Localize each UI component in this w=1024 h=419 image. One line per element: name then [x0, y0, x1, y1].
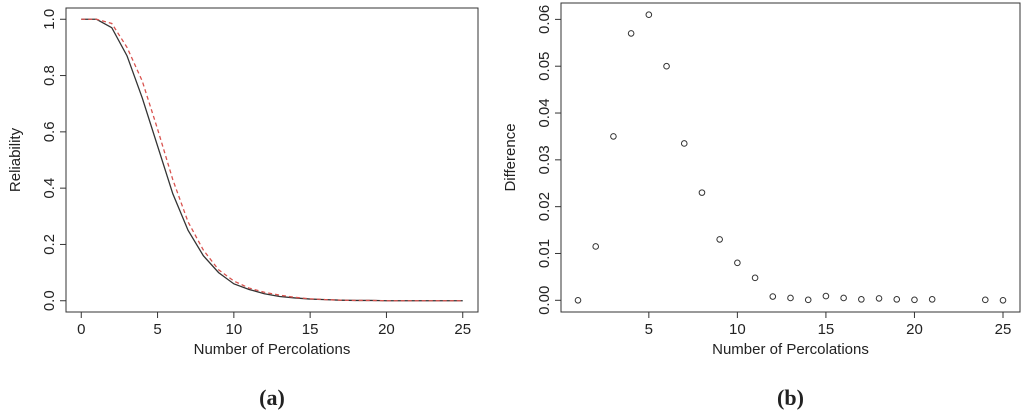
point: [875, 295, 883, 302]
x-tick-label: 15: [818, 321, 835, 338]
point: [734, 259, 741, 267]
y-tick-label: 0.0: [41, 290, 58, 311]
point: [716, 236, 723, 243]
y-tick-label: 0.06: [536, 5, 553, 34]
y-tick-label: 0.02: [536, 192, 553, 221]
point: [858, 296, 865, 303]
x-tick-label: 25: [995, 321, 1012, 338]
plot-frame: [560, 2, 1021, 313]
y-axis-label: Reliability: [7, 127, 24, 192]
point: [751, 274, 759, 282]
y-axis-label: Difference: [502, 123, 519, 191]
x-tick-label: 20: [378, 321, 395, 338]
point: [787, 294, 794, 302]
y-tick-label: 0.03: [536, 145, 553, 174]
series-line: [81, 18, 463, 302]
point: [645, 11, 653, 19]
point: [840, 294, 847, 302]
x-tick-label: 5: [153, 321, 161, 338]
x-tick-label: 0: [77, 321, 85, 338]
y-tick-label: 0.01: [536, 239, 553, 268]
point: [999, 296, 1007, 304]
point: [769, 293, 777, 300]
point: [822, 292, 830, 300]
y-tick-label: 0.4: [41, 178, 58, 199]
caption: (b): [777, 385, 804, 410]
point: [663, 62, 670, 70]
point: [627, 30, 635, 37]
x-axis-label: Number of Percolations: [712, 341, 869, 358]
point: [893, 296, 901, 303]
y-tick-label: 0.04: [536, 98, 553, 127]
x-tick-label: 20: [906, 321, 923, 338]
x-tick-label: 25: [454, 321, 471, 338]
plot-frame: [65, 7, 479, 313]
point: [698, 189, 706, 196]
y-tick-label: 0.8: [41, 65, 58, 86]
series-line: [81, 18, 463, 302]
y-tick-label: 0.00: [536, 286, 553, 315]
point: [592, 243, 600, 250]
point: [610, 133, 617, 140]
point: [981, 296, 989, 304]
y-tick-label: 0.2: [41, 234, 58, 255]
point: [574, 296, 582, 304]
point: [804, 296, 812, 304]
x-tick-label: 5: [645, 321, 653, 338]
point: [911, 296, 918, 304]
x-tick-label: 10: [226, 321, 243, 338]
x-axis-label: Number of Percolations: [194, 341, 351, 358]
caption: (a): [259, 385, 285, 410]
x-tick-label: 10: [729, 321, 746, 338]
y-tick-label: 0.6: [41, 121, 58, 142]
point: [680, 140, 688, 147]
y-tick-label: 0.05: [536, 52, 553, 81]
point: [928, 296, 936, 303]
x-tick-label: 15: [302, 321, 319, 338]
y-tick-label: 1.0: [41, 9, 58, 30]
